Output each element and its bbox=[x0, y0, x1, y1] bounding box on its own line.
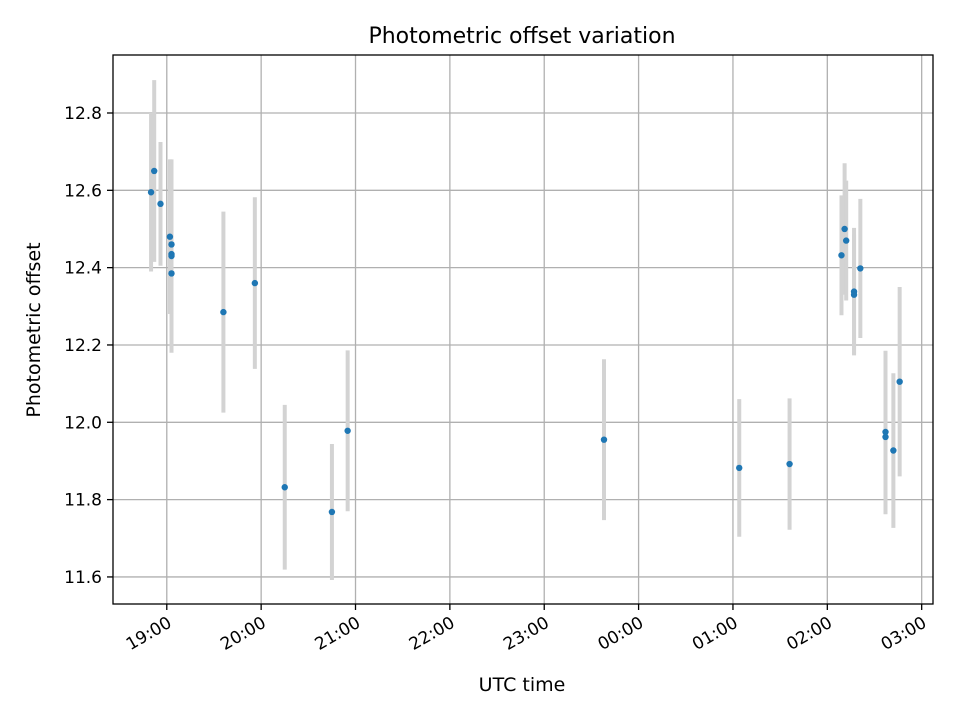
data-point bbox=[168, 241, 175, 248]
y-tick-label: 12.6 bbox=[64, 181, 102, 201]
data-point bbox=[281, 484, 288, 491]
x-axis-label: UTC time bbox=[479, 674, 566, 696]
y-tick-label: 12.2 bbox=[64, 336, 102, 356]
data-point bbox=[166, 233, 174, 240]
data-point bbox=[328, 508, 336, 516]
data-point bbox=[736, 464, 743, 472]
y-tick-label: 12.4 bbox=[64, 259, 102, 279]
y-axis-label: Photometric offset bbox=[23, 242, 45, 417]
data-point bbox=[882, 433, 889, 441]
data-point bbox=[168, 252, 175, 260]
chart-title: Photometric offset variation bbox=[368, 24, 675, 49]
data-point bbox=[896, 378, 903, 385]
grid-lines bbox=[113, 55, 933, 604]
data-point bbox=[157, 200, 164, 208]
data-point bbox=[857, 265, 864, 272]
data-point bbox=[882, 428, 889, 436]
y-tick-label: 11.8 bbox=[64, 491, 102, 511]
y-tick-label: 12.8 bbox=[64, 104, 102, 124]
data-point bbox=[147, 189, 155, 196]
data-point bbox=[151, 167, 158, 175]
y-tick-label: 12.0 bbox=[64, 413, 102, 433]
y-tick-label: 11.6 bbox=[64, 568, 102, 588]
data-point bbox=[841, 225, 848, 233]
data-point bbox=[600, 436, 608, 443]
data-point bbox=[786, 460, 793, 468]
y-axis: 11.6 11.8 12.0 12.2 12.4 12.6 12.8 bbox=[64, 104, 113, 588]
data-point bbox=[890, 447, 897, 454]
data-point bbox=[344, 427, 351, 434]
data-point bbox=[220, 308, 227, 316]
data-points bbox=[147, 167, 903, 516]
plot-frame bbox=[112, 54, 934, 605]
data-point bbox=[838, 252, 845, 259]
data-point bbox=[168, 270, 175, 277]
data-point bbox=[251, 279, 259, 287]
data-point bbox=[850, 291, 858, 298]
data-point bbox=[842, 237, 850, 244]
